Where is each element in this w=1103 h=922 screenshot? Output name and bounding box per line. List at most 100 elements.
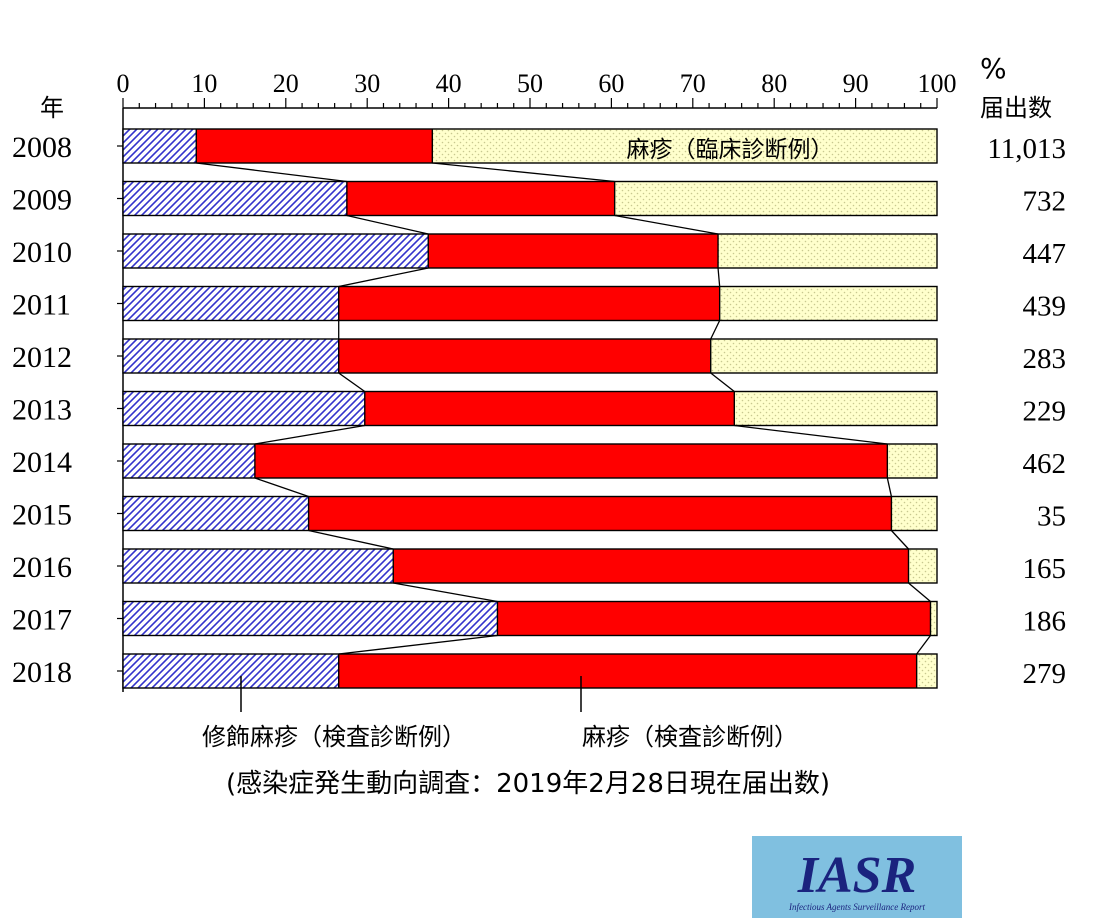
year-label: 2015: [12, 499, 72, 532]
legend-modified-measles-lab: 修飾麻疹（検査診断例）: [202, 723, 466, 751]
bar-measles-lab: [338, 286, 720, 321]
x-tick-label: 50: [517, 69, 543, 98]
count-label: 447: [1023, 238, 1067, 270]
bars-area: [122, 128, 938, 689]
bar-measles-lab: [428, 234, 719, 268]
bar-measles-lab: [364, 391, 735, 426]
bar-modified-measles-lab: [123, 129, 197, 163]
x-tick-label: 90: [843, 69, 869, 98]
bar-modified-measles-lab: [123, 601, 498, 636]
year-label: 2009: [12, 184, 72, 217]
bar-modified-measles-lab: [123, 339, 339, 373]
connector-line: [886, 477, 893, 497]
year-label: 2017: [12, 604, 72, 637]
bar-measles-clinical: [930, 601, 937, 636]
bar-modified-measles-lab: [123, 286, 339, 321]
bar-outline: [122, 653, 938, 689]
connector-line: [254, 477, 309, 498]
x-tick-label: 40: [436, 69, 462, 98]
legend: 修飾麻疹（検査診断例） 麻疹（検査診断例） 麻疹（臨床診断例）: [202, 137, 834, 751]
connector-line: [710, 372, 735, 393]
year-labels: 2008 2009 2010 2011 2012 2013 2014 2015 2016 2017…: [12, 131, 72, 689]
bar-modified-measles-lab: [123, 549, 394, 583]
connector-line: [734, 424, 888, 445]
iasr-logo: IASR Infectious Agents Surveillance Repo…: [752, 836, 962, 918]
count-label: 462: [1023, 448, 1067, 480]
year-label: 2008: [12, 131, 72, 164]
bar-outline: [122, 285, 938, 322]
connector-line: [308, 529, 394, 550]
connector-line: [393, 582, 498, 603]
bar-measles-lab: [196, 129, 433, 163]
count-header: 届出数: [980, 94, 1052, 122]
bar-measles-clinical: [710, 339, 937, 373]
bar-measles-clinical: [719, 286, 937, 321]
count-label: 186: [1023, 606, 1067, 638]
year-label: 2018: [12, 656, 72, 689]
x-tick-label: 10: [191, 69, 217, 98]
bar-measles-lab: [346, 181, 615, 216]
bar-measles-lab: [254, 444, 888, 478]
bar-measles-lab: [393, 549, 909, 583]
connector-line: [338, 634, 498, 655]
legend-measles-lab: 麻疹（検査診断例）: [582, 723, 798, 751]
year-label: 2012: [12, 341, 72, 374]
count-label: 165: [1023, 553, 1067, 585]
count-label: 439: [1023, 291, 1067, 323]
bar-measles-lab: [308, 496, 892, 531]
bar-measles-clinical: [887, 444, 937, 478]
iasr-logo-background: [752, 836, 962, 918]
bar-measles-clinical: [908, 549, 937, 583]
bar-modified-measles-lab: [123, 391, 365, 426]
count-label: 11,013: [987, 133, 1066, 165]
year-label: 2013: [12, 394, 72, 427]
x-tick-label: 30: [354, 69, 380, 98]
x-tick-label: 100: [918, 69, 957, 98]
connector-line: [196, 162, 347, 183]
bar-measles-lab: [338, 654, 917, 688]
x-unit-label: %: [980, 52, 1007, 85]
connector-lines: [196, 162, 932, 655]
year-label: 2016: [12, 551, 72, 584]
bar-outline: [122, 443, 938, 479]
bar-measles-clinical: [734, 391, 937, 426]
bar-modified-measles-lab: [123, 181, 347, 216]
connector-line: [890, 530, 909, 550]
connector-line: [432, 162, 615, 183]
bar-outline: [122, 338, 938, 374]
bar-modified-measles-lab: [123, 234, 429, 268]
connector-line: [254, 424, 365, 445]
x-tick-label: 20: [273, 69, 299, 98]
bar-outline: [122, 600, 938, 637]
x-tick-label: 60: [598, 69, 624, 98]
bar-measles-lab: [497, 601, 931, 636]
bar-measles-lab: [338, 339, 711, 373]
x-tick-label: 80: [761, 69, 787, 98]
bar-outline: [122, 548, 938, 584]
connector-line: [614, 214, 719, 235]
bar-modified-measles-lab: [123, 496, 309, 531]
year-header: 年: [40, 94, 64, 122]
connector-line: [338, 267, 429, 288]
year-label: 2011: [12, 289, 71, 322]
iasr-logo-subtext: Infectious Agents Surveillance Report: [788, 902, 926, 912]
connector-line: [916, 635, 932, 655]
x-tick-label: 0: [117, 69, 130, 98]
year-label: 2014: [12, 446, 72, 479]
connector-line: [346, 214, 429, 235]
count-label: 229: [1023, 396, 1067, 428]
bar-outline: [122, 180, 938, 217]
bar-modified-measles-lab: [123, 654, 339, 688]
count-label: 283: [1023, 343, 1067, 375]
count-label: 732: [1023, 186, 1067, 218]
bar-modified-measles-lab: [123, 444, 255, 478]
bar-measles-clinical: [718, 234, 937, 268]
iasr-logo-text: IASR: [797, 847, 917, 904]
bar-measles-clinical: [614, 181, 937, 216]
year-label: 2010: [12, 236, 72, 269]
bar-measles-clinical: [432, 129, 937, 163]
connector-line: [717, 267, 721, 287]
count-labels: 11,013 732 447 439 283 229 462 35 165 186 279: [987, 133, 1066, 690]
legend-measles-clinical: 麻疹（臨床診断例）: [627, 137, 834, 163]
